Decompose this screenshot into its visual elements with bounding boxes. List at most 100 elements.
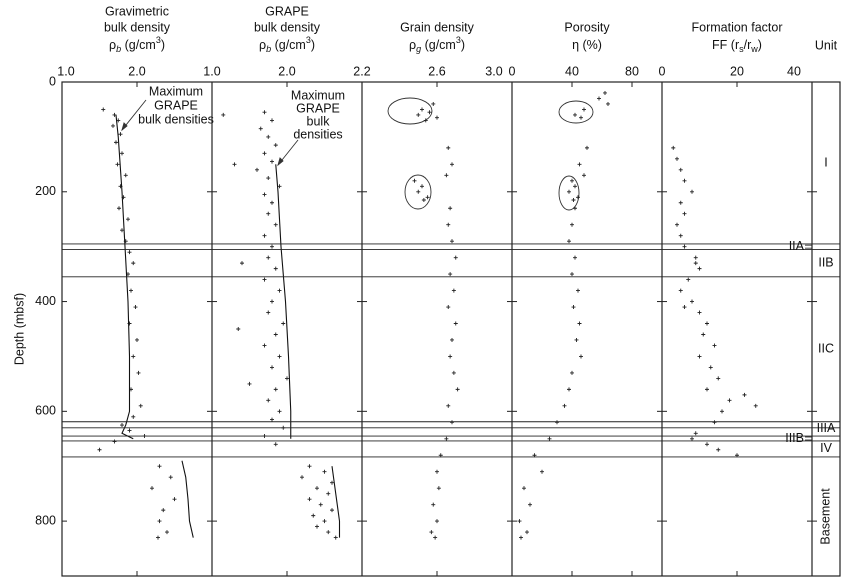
y-tick-label: 200	[35, 184, 56, 198]
data-point	[576, 288, 580, 293]
unit-part: ρ	[409, 38, 416, 52]
y-tick-label: 800	[35, 513, 56, 527]
data-point	[678, 233, 683, 238]
data-point	[427, 110, 432, 115]
data-point	[270, 118, 274, 123]
cluster-outline	[558, 175, 580, 211]
unit-label: IV	[820, 441, 832, 455]
data-point	[606, 101, 610, 106]
data-point	[112, 439, 117, 444]
data-point	[753, 403, 758, 408]
data-point	[678, 200, 683, 205]
unit-part: (g/cm	[121, 38, 156, 52]
data-point	[712, 420, 717, 425]
data-point	[277, 288, 282, 293]
data-point	[570, 222, 574, 227]
x-tick-label: 2.6	[428, 64, 445, 78]
data-point	[277, 409, 282, 414]
data-point	[570, 178, 574, 183]
data-point	[675, 156, 679, 161]
annotation: GRAPE	[154, 98, 198, 112]
panel-unit: FF (rs/rw)	[712, 38, 762, 54]
x-tick-label: 40	[787, 64, 801, 78]
data-point	[273, 442, 278, 447]
panel-title: GRAPE	[265, 4, 309, 18]
unit-part: g	[416, 44, 421, 54]
annotation: Maximum	[149, 84, 203, 98]
data-point	[671, 145, 676, 150]
y-tick-label: 600	[35, 404, 56, 418]
data-point	[101, 107, 106, 112]
data-point	[444, 436, 449, 441]
data-point	[446, 145, 451, 150]
data-point	[522, 486, 526, 491]
data-point	[262, 343, 267, 348]
data-point	[693, 255, 698, 260]
data-point	[270, 365, 274, 370]
x-tick-label: 3.0	[485, 64, 502, 78]
data-point	[562, 403, 567, 408]
data-point	[423, 118, 428, 123]
data-point	[603, 90, 607, 95]
data-point	[420, 184, 424, 189]
data-point	[165, 530, 169, 535]
data-point	[322, 469, 327, 474]
unit-label: IIA	[789, 239, 805, 253]
data-point	[435, 469, 439, 474]
data-point	[333, 535, 338, 540]
cluster-outline	[558, 100, 594, 124]
data-point	[450, 162, 454, 167]
y-tick-label: 0	[49, 74, 56, 88]
data-point	[285, 376, 289, 381]
data-point	[693, 261, 698, 266]
data-point	[330, 480, 334, 485]
data-point	[156, 535, 160, 540]
data-point	[135, 337, 139, 342]
data-point	[446, 305, 451, 310]
x-tick-label: 0	[659, 64, 666, 78]
unit-part: ρ	[259, 38, 266, 52]
data-point	[453, 255, 458, 260]
unit-header: Unit	[815, 38, 838, 52]
data-point	[682, 211, 687, 216]
data-point	[573, 255, 577, 260]
data-point	[567, 189, 571, 194]
unit-label: IIB	[818, 255, 833, 269]
data-point	[431, 502, 436, 507]
data-point	[129, 288, 133, 293]
data-point	[115, 162, 120, 167]
data-point	[421, 198, 426, 203]
data-point	[262, 110, 267, 115]
data-point	[311, 513, 316, 518]
x-tick-label: 2.2	[353, 64, 370, 78]
data-point	[431, 101, 436, 106]
data-point	[682, 244, 687, 249]
data-point	[571, 198, 576, 203]
data-point	[690, 299, 694, 304]
data-point	[255, 167, 259, 172]
data-point	[307, 464, 312, 469]
data-point	[675, 222, 679, 227]
unit-part: )	[161, 38, 165, 52]
panel-unit: ρg (g/cm3)	[409, 35, 465, 54]
data-point	[127, 428, 132, 433]
data-point	[446, 403, 451, 408]
data-point	[690, 189, 694, 194]
data-point	[247, 381, 252, 386]
data-point	[273, 332, 278, 337]
data-point	[448, 354, 453, 359]
data-point	[273, 387, 278, 392]
data-point	[236, 327, 241, 331]
data-point	[582, 107, 586, 112]
unit-part: )	[758, 38, 762, 52]
outlines	[121, 97, 594, 211]
data-point	[127, 250, 132, 255]
data-point	[262, 233, 267, 238]
data-point	[697, 310, 702, 315]
data-point	[240, 261, 244, 266]
annotation: bulk	[307, 114, 331, 128]
data-point	[131, 414, 136, 419]
x-tick-label: 2.0	[128, 64, 145, 78]
data-point	[678, 167, 683, 172]
